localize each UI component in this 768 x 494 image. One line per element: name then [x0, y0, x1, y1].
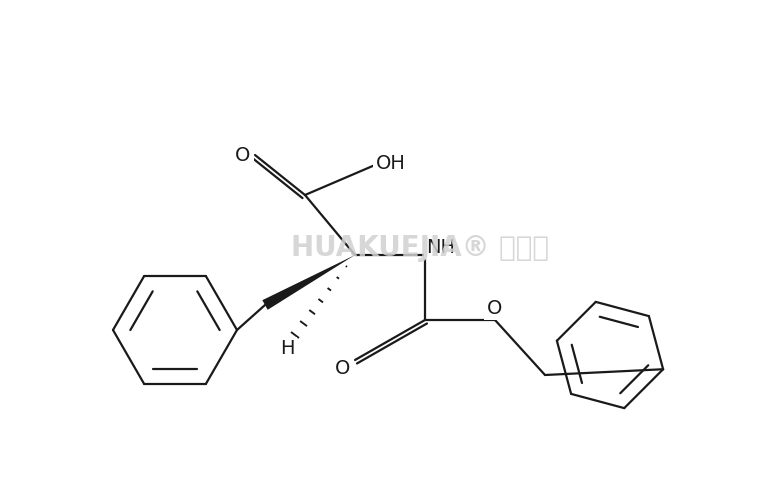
Text: H: H	[280, 339, 294, 359]
Polygon shape	[263, 255, 355, 310]
Text: OH: OH	[376, 154, 406, 172]
Text: O: O	[336, 359, 351, 377]
Text: HUAKUEJIA® 化学加: HUAKUEJIA® 化学加	[291, 234, 549, 262]
Text: O: O	[488, 298, 503, 318]
Text: NH: NH	[426, 238, 455, 256]
Text: O: O	[235, 146, 250, 165]
